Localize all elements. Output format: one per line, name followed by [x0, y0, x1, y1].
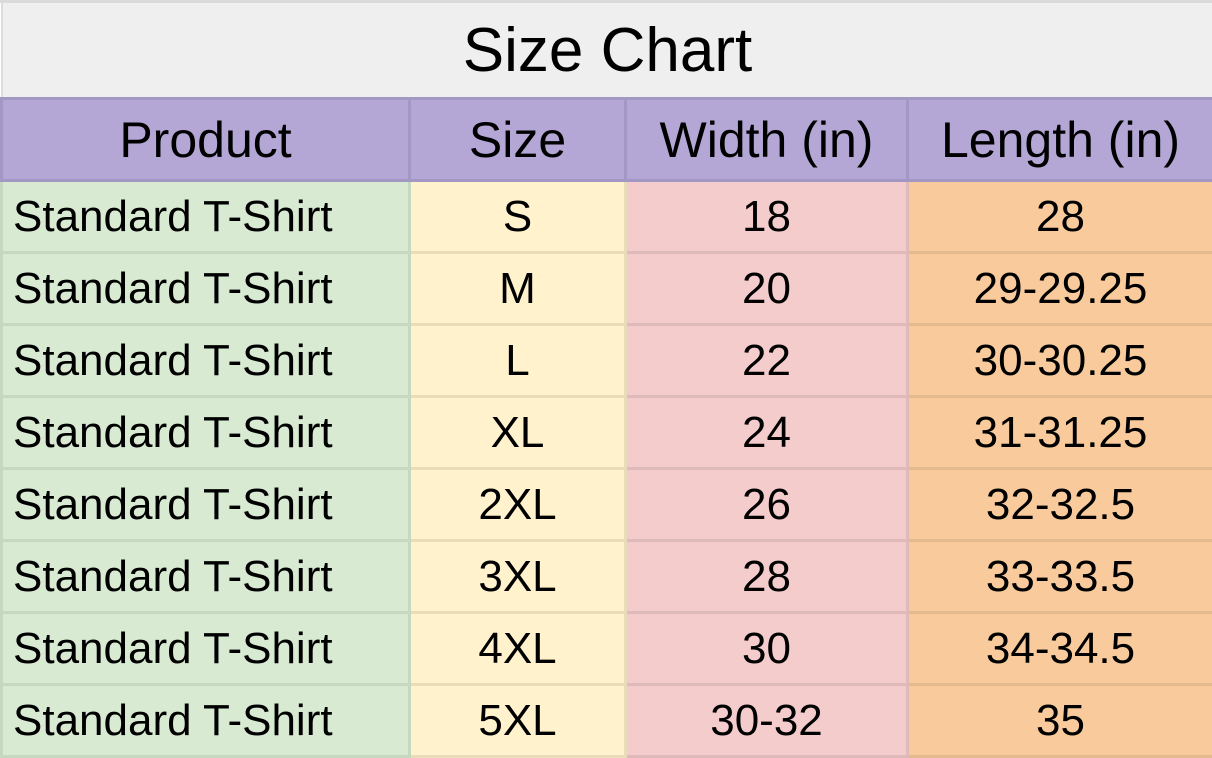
length-cell[interactable]: 30-30.25	[905, 323, 1212, 398]
size-cell[interactable]: 5XL	[408, 683, 627, 758]
size-cell[interactable]: 2XL	[408, 467, 627, 542]
header-product[interactable]: Product	[0, 97, 411, 182]
width-cell[interactable]: 22	[624, 323, 909, 398]
length-cell[interactable]: 33-33.5	[905, 539, 1212, 614]
length-cell[interactable]: 31-31.25	[905, 395, 1212, 470]
product-cell[interactable]: Standard T-Shirt	[0, 395, 411, 470]
size-cell[interactable]: XL	[408, 395, 627, 470]
size-cell[interactable]: M	[408, 251, 627, 326]
product-cell[interactable]: Standard T-Shirt	[0, 467, 411, 542]
table-row: Standard T-Shirt 5XL 30-32 35	[0, 683, 1212, 758]
width-cell[interactable]: 26	[624, 467, 909, 542]
product-cell[interactable]: Standard T-Shirt	[0, 323, 411, 398]
product-cell[interactable]: Standard T-Shirt	[0, 539, 411, 614]
chart-title[interactable]: Size Chart	[0, 3, 1212, 100]
length-cell[interactable]: 34-34.5	[905, 611, 1212, 686]
length-cell[interactable]: 29-29.25	[905, 251, 1212, 326]
header-length[interactable]: Length (in)	[905, 97, 1212, 182]
title-row: Size Chart	[0, 3, 1212, 100]
header-width[interactable]: Width (in)	[624, 97, 909, 182]
sheet-gridline-strip	[0, 0, 1212, 3]
header-size[interactable]: Size	[408, 97, 627, 182]
table-row: Standard T-Shirt L 22 30-30.25	[0, 323, 1212, 398]
product-cell[interactable]: Standard T-Shirt	[0, 251, 411, 326]
width-cell[interactable]: 20	[624, 251, 909, 326]
product-cell[interactable]: Standard T-Shirt	[0, 179, 411, 254]
table-row: Standard T-Shirt 4XL 30 34-34.5	[0, 611, 1212, 686]
size-cell[interactable]: 4XL	[408, 611, 627, 686]
length-cell[interactable]: 32-32.5	[905, 467, 1212, 542]
length-cell[interactable]: 35	[905, 683, 1212, 758]
width-cell[interactable]: 30-32	[624, 683, 909, 758]
product-cell[interactable]: Standard T-Shirt	[0, 683, 411, 758]
width-cell[interactable]: 28	[624, 539, 909, 614]
width-cell[interactable]: 30	[624, 611, 909, 686]
table-row: Standard T-Shirt XL 24 31-31.25	[0, 395, 1212, 470]
width-cell[interactable]: 18	[624, 179, 909, 254]
table-row: Standard T-Shirt 2XL 26 32-32.5	[0, 467, 1212, 542]
product-cell[interactable]: Standard T-Shirt	[0, 611, 411, 686]
length-cell[interactable]: 28	[905, 179, 1212, 254]
size-chart-table: Size Chart Product Size Width (in) Lengt…	[0, 3, 1212, 758]
header-row: Product Size Width (in) Length (in)	[0, 97, 1212, 182]
size-cell[interactable]: S	[408, 179, 627, 254]
table-row: Standard T-Shirt M 20 29-29.25	[0, 251, 1212, 326]
width-cell[interactable]: 24	[624, 395, 909, 470]
size-cell[interactable]: L	[408, 323, 627, 398]
table-row: Standard T-Shirt S 18 28	[0, 179, 1212, 254]
size-cell[interactable]: 3XL	[408, 539, 627, 614]
table-row: Standard T-Shirt 3XL 28 33-33.5	[0, 539, 1212, 614]
